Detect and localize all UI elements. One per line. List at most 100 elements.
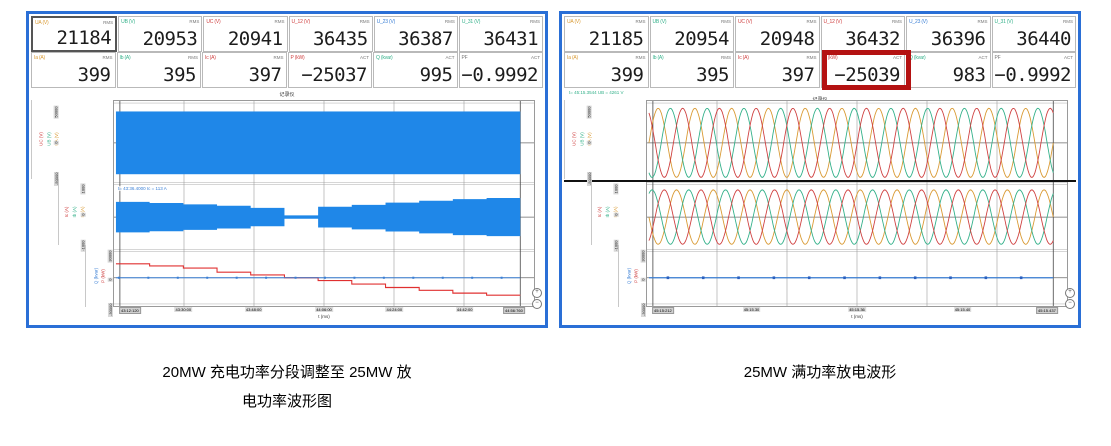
meter-unit-label: RMS [188,55,198,60]
meter-value: 395 [696,64,729,86]
meter-value: −0.9992 [994,64,1071,86]
meter-row: UA (V) RMS 21185 UB (V) RMS 20954 UC (V) RMS 209… [564,16,1076,52]
meter-value: −25039 [834,64,900,86]
y-axis-column: Q (kvar) P (kW) 30000 0 -30000 [85,244,113,317]
meter-tag-row: Ic (A) RMS [736,53,819,62]
meter-cell-q-kvar[interactable]: Q (kvar) ACT 995 [373,52,458,88]
meter-tag-label: Q (kvar) [909,54,926,61]
meter-tag-row: P (kW) ACT [289,53,372,62]
meter-cell-u-23-v[interactable]: U_23 (V) RMS 36396 [906,16,991,52]
meter-tag-row: Ia (A) RMS [565,53,648,62]
meter-tag-row: Ic (A) RMS [203,53,286,62]
meter-value: 36431 [483,28,539,50]
meter-cell-ib-a[interactable]: Ib (A) RMS 395 [649,52,734,88]
meter-value: 36396 [930,28,986,50]
meter-value: 395 [163,64,196,86]
meter-cell-uc-v[interactable]: UC (V) RMS 20941 [203,16,288,52]
meter-cell-pf[interactable]: PF ACT −0.9992 [458,52,543,88]
meter-cell-u-12-v[interactable]: U_12 (V) RMS 36435 [288,16,373,52]
y-axis-column: UC (V) UB (V) UA (V) 50000 0 -50000 [31,100,59,187]
meter-cell-pf[interactable]: PF ACT −0.9992 [991,52,1076,88]
meter-tag-label: UA (V) [567,18,581,25]
meter-value: 21184 [56,27,112,49]
meter-unit-label: RMS [1063,19,1073,24]
time-axis-tick: 45:15.437 [1035,307,1058,314]
meter-cell-uc-v[interactable]: UC (V) RMS 20948 [735,16,820,52]
meter-cell-ic-a[interactable]: Ic (A) RMS 397 [735,52,820,88]
meter-unit-label: RMS [892,19,902,24]
zoom-out-icon[interactable]: − [532,299,542,309]
waveform-plot[interactable] [113,100,535,307]
meter-cell-ib-a[interactable]: Ib (A) RMS 395 [116,52,201,88]
time-axis-label: t (ms) [318,314,330,319]
y-axis-label: Ic (A) [63,206,69,218]
waveform-panel-left[interactable]: UA (V) RMS 21184 UB (V) RMS 20953 UC (V) RMS 209… [26,11,548,328]
meter-cell-u-31-v[interactable]: U_31 (V) RMS 36431 [458,16,544,52]
meter-cell-q-kvar[interactable]: Q (kvar) ACT 983 [906,52,991,88]
meter-cell-ia-a[interactable]: Ia (A) RMS 399 [564,52,649,88]
y-axis-tick: 50000 [53,105,59,119]
meter-unit-label: ACT [1064,55,1073,60]
meter-unit-label: RMS [273,55,284,60]
figure-caption-right: 25MW 满功率放电波形 [559,358,1081,387]
meter-tag-row: U_23 (V) RMS [907,17,990,26]
meter-cell-p-kw[interactable]: P (kW) ACT −25037 [287,52,372,88]
time-axis-tick: 44:42:00 [455,307,474,312]
meter-cell-ub-v[interactable]: UB (V) RMS 20954 [649,16,734,52]
meter-tag-row: PF ACT [460,53,543,62]
meter-tag-row: UC (V) RMS [736,17,819,26]
meter-row: Ia (A) RMS 399 Ib (A) RMS 395 Ic (A) RMS 397 P (k… [31,52,543,88]
y-axis-stack: UC (V) UB (V) UA (V) 50000 0 -50000 Ic (A) Ib (… [31,100,113,317]
meter-cell-ia-a[interactable]: Ia (A) RMS 399 [31,52,116,88]
meter-row: Ia (A) RMS 399 Ib (A) RMS 395 Ic (A) RMS 397 P (k… [564,52,1076,88]
meter-tag-row: UB (V) RMS [651,17,734,26]
waveform-panel-right[interactable]: UA (V) RMS 21185 UB (V) RMS 20954 UC (V) RMS 209… [559,11,1081,328]
chart-area[interactable]: t= 45:15.3544 UB = 4261 V记录仪UC (V)UB (V)… [564,90,1076,323]
meter-tag-label: Ic (A) [738,54,749,61]
meter-tag-label: Q (kvar) [376,54,393,61]
y-axis-column: Q (kvar) P (kW) 30000 0 -30000 [618,244,646,317]
chart-area[interactable]: t= 43:36.4000 Ic = 113 A 记录仪 UC (V) UB (V) U… [31,90,543,323]
y-axis-label: UB (V) [579,132,585,147]
zoom-out-icon[interactable]: − [1065,299,1075,309]
meter-value: 20948 [759,28,815,50]
meter-cell-ic-a[interactable]: Ic (A) RMS 397 [202,52,287,88]
cursor-annotation: t= 43:36.4000 Ic = 113 A [117,186,168,191]
meter-value: 36432 [845,28,900,50]
zoom-controls[interactable]: + − [1065,287,1075,309]
meter-unit-label: RMS [102,55,113,60]
meter-unit-label: ACT [978,55,988,60]
meter-cell-u-31-v[interactable]: U_31 (V) RMS 36440 [991,16,1076,52]
chart-title: 记录仪 [279,92,295,98]
meter-tag-row: UA (V) RMS [33,18,115,27]
meter-tag-label: PF [994,54,1001,61]
meter-cell-u-23-v[interactable]: U_23 (V) RMS 36387 [373,16,458,52]
y-axis-tick: 0 [53,140,59,145]
meter-cell-ua-v[interactable]: UA (V) RMS 21185 [564,16,649,52]
meter-cell-u-12-v[interactable]: U_12 (V) RMS 36432 [820,16,905,52]
meter-tag-label: Ib (A) [119,54,131,61]
zoom-controls[interactable]: + − [532,287,542,309]
meter-cell-ub-v[interactable]: UB (V) RMS 20953 [118,16,203,52]
meter-cell-ua-v[interactable]: UA (V) RMS 21184 [31,16,118,52]
meter-tag-label: Ia (A) [567,54,579,61]
meter-tag-label: UC (V) [738,18,753,25]
meter-unit-label: RMS [721,19,731,24]
meter-value: 397 [248,64,282,86]
meter-value: 20953 [142,28,198,50]
meter-row: UA (V) RMS 21184 UB (V) RMS 20953 UC (V) RMS 209… [31,16,544,52]
zoom-in-icon[interactable]: + [1065,288,1075,298]
meter-tag-row: U_12 (V) RMS [290,17,372,26]
section-divider [564,180,1076,182]
y-axis-label: P (kW) [100,269,106,283]
zoom-in-icon[interactable]: + [532,288,542,298]
meter-value: −0.9992 [461,64,538,86]
meter-unit-label: RMS [359,19,370,24]
meter-tag-row: U_31 (V) RMS [993,17,1076,26]
meter-unit-label: RMS [806,55,817,60]
time-axis-tick: 44:24:00 [385,307,404,312]
meter-cell-p-kw[interactable]: P (kW) ACT −25039 [820,52,905,88]
meter-unit-label: RMS [635,19,646,24]
waveform-plot[interactable] [646,100,1068,307]
meter-tag-label: U_23 (V) [909,18,928,25]
